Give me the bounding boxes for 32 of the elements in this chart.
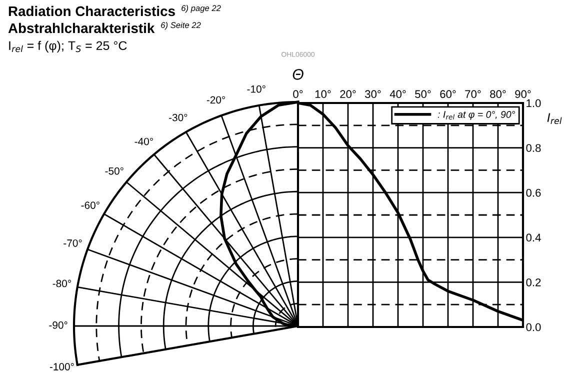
x-tick-label: 10° bbox=[315, 90, 331, 98]
x-tick-label: 0° bbox=[293, 90, 303, 98]
y-tick-label: 0.2 bbox=[526, 278, 541, 286]
x-tick-label: 80° bbox=[490, 90, 506, 98]
y-tick-label: 0.4 bbox=[526, 234, 541, 242]
text: -70° bbox=[64, 239, 82, 247]
text: -20° bbox=[206, 96, 226, 104]
text: Abstrahlcharakteristik 6) Seite 22 bbox=[8, 22, 201, 34]
y-tick-label: 0.8 bbox=[526, 144, 541, 152]
x-axis-title: Θ bbox=[292, 69, 304, 80]
x-tick-label: 40° bbox=[390, 90, 406, 98]
y-tick-label: 1.0 bbox=[526, 99, 541, 108]
x-tick-label: 70° bbox=[465, 90, 481, 98]
text: Radiation Characteristics 6) page 22 bbox=[8, 4, 221, 16]
y-tick-label: 0.6 bbox=[526, 188, 541, 197]
x-tick-label: 90° bbox=[515, 90, 531, 98]
legend-label: : I$_{rel}$ at φ = 0°, 90° bbox=[438, 111, 515, 120]
x-tick-label: 60° bbox=[440, 90, 456, 98]
x-tick-label: 50° bbox=[415, 90, 431, 98]
text: -10° bbox=[247, 85, 266, 93]
text: -40° bbox=[134, 138, 153, 146]
y-axis-title: I$_{rel}$ bbox=[547, 113, 562, 124]
text: -60° bbox=[81, 202, 100, 209]
x-tick-label: 20° bbox=[340, 90, 356, 98]
text: -30° bbox=[169, 114, 188, 122]
text: I$_{rel}$ = f (φ); T$_{S}$ = 25 °C bbox=[9, 40, 127, 53]
text: -100° bbox=[50, 363, 74, 370]
text: -90° bbox=[49, 321, 68, 329]
x-tick-label: 30° bbox=[365, 90, 381, 98]
text: -50° bbox=[105, 167, 124, 175]
text: -80° bbox=[52, 280, 71, 288]
y-tick-label: 0.0 bbox=[526, 323, 541, 332]
